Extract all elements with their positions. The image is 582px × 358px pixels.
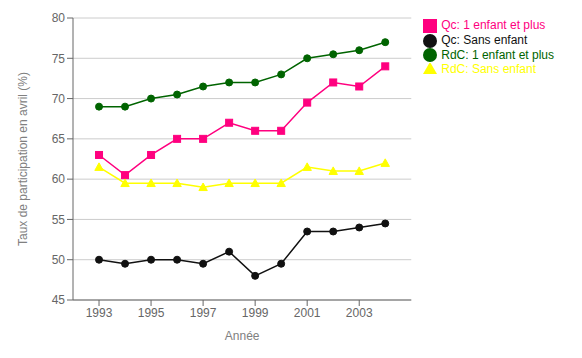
svg-text:2001: 2001 <box>294 306 321 320</box>
svg-text:60: 60 <box>52 172 66 186</box>
html-text:RdC: Sans enfant: RdC: Sans enfant <box>441 62 536 77</box>
svg-text:45: 45 <box>52 293 66 307</box>
svg-text:80: 80 <box>52 11 66 25</box>
svg-text:50: 50 <box>52 253 66 267</box>
html-text:Qc: 1 enfant et plus: Qc: 1 enfant et plus <box>441 18 546 32</box>
svg-text:Année: Année <box>225 329 260 343</box>
svg-text:70: 70 <box>52 92 66 106</box>
html-text:Qc: Sans enfant: Qc: Sans enfant <box>441 32 528 47</box>
svg-text:65: 65 <box>52 132 66 146</box>
svg-text:1993: 1993 <box>86 306 113 320</box>
svg-text:75: 75 <box>52 52 66 66</box>
svg-text:1997: 1997 <box>190 306 217 320</box>
svg-text:1995: 1995 <box>138 306 165 320</box>
svg-text:Taux de participation en avril: Taux de participation en avril (%) <box>16 72 30 246</box>
svg-text:1999: 1999 <box>242 306 269 320</box>
svg-text:55: 55 <box>52 213 66 227</box>
html-text:RdC: 1 enfant et plus: RdC: 1 enfant et plus <box>441 47 554 62</box>
svg-text:2003: 2003 <box>346 306 373 320</box>
